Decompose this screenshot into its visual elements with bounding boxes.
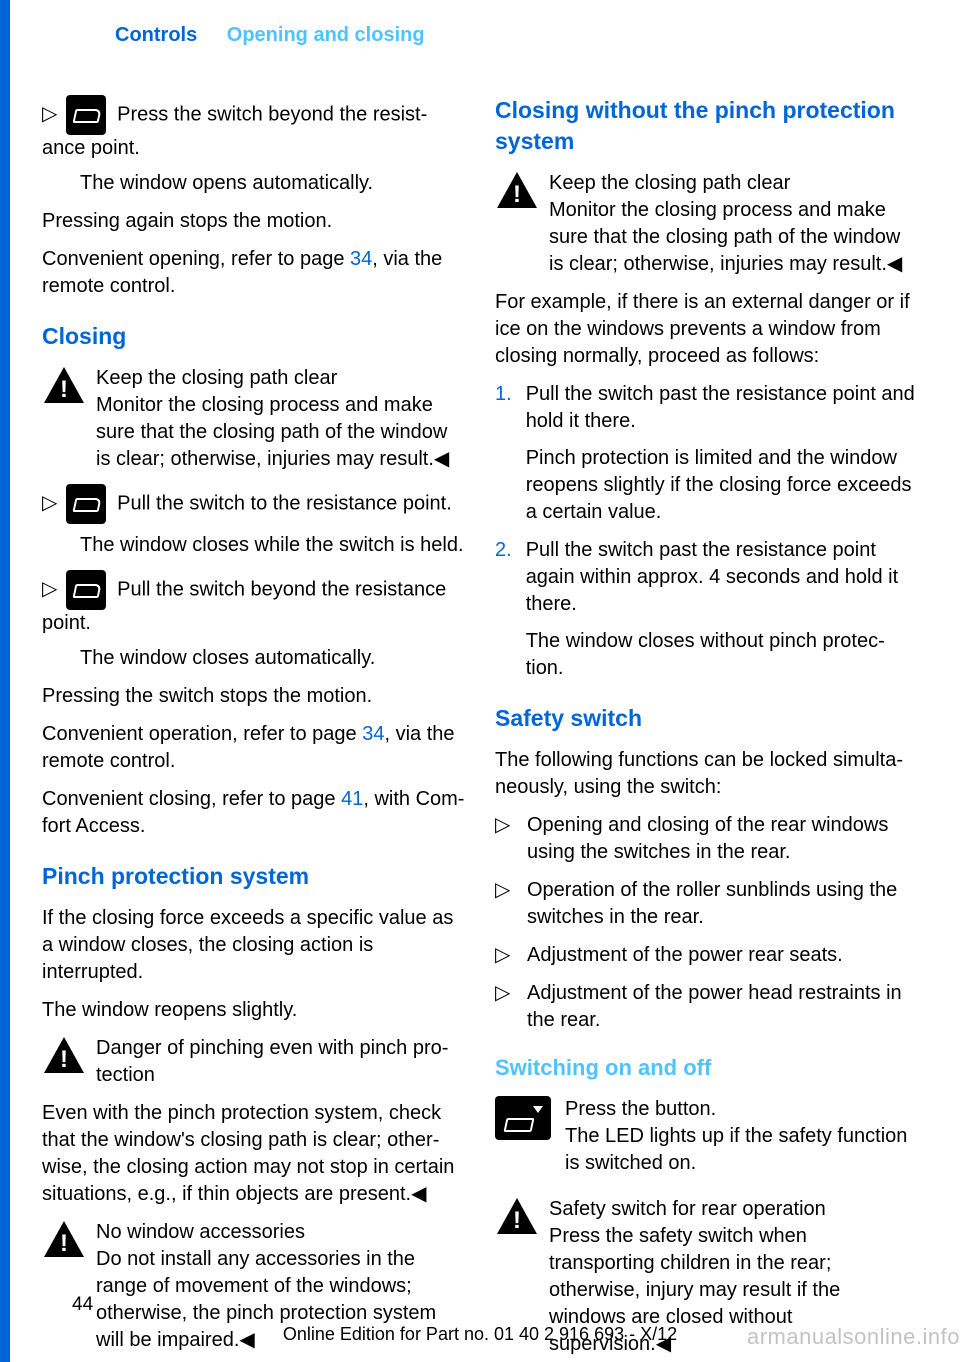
page-link-41[interactable]: 41 <box>341 788 363 810</box>
close-beyond: ▷ Pull the switch beyond the resistance … <box>42 570 465 672</box>
header-section: Controls <box>115 24 197 46</box>
step1-b: Pinch protection is limited and the wind… <box>526 445 918 526</box>
open-block: ▷ Press the switch beyond the resist‐anc… <box>42 95 465 197</box>
step2-b: The window closes without pinch protec‐t… <box>526 628 918 682</box>
right-column: Closing without the pinch protection sys… <box>495 95 918 1358</box>
svg-text:!: ! <box>513 1207 521 1234</box>
svg-text:!: ! <box>60 376 68 403</box>
heading-safety: Safety switch <box>495 703 918 734</box>
window-switch-icon <box>66 484 106 524</box>
safety-intro: The following functions can be locked si… <box>495 747 918 801</box>
left-column: ▷ Press the switch beyond the resist‐anc… <box>42 95 465 1358</box>
step-1: 1. Pull the switch past the resistance p… <box>495 381 918 526</box>
window-switch-icon <box>66 95 106 135</box>
page-link-34[interactable]: 34 <box>350 248 372 270</box>
svg-text:!: ! <box>60 1230 68 1257</box>
press-stops: Pressing again stops the motion. <box>42 208 465 235</box>
sw-led: The LED lights up if the safety function… <box>565 1123 918 1177</box>
bullet-tri: ▷ <box>495 942 509 969</box>
bullet-tri: ▷ <box>42 576 56 603</box>
bullet-1: ▷Opening and closing of the rear windows… <box>495 812 918 866</box>
warning-icon: ! <box>495 1196 539 1236</box>
warn2-body: Even with the pinch protection system, c… <box>42 1100 465 1208</box>
warning-icon: ! <box>42 365 86 405</box>
page-header: Controls Opening and closing <box>115 22 425 49</box>
warn2-title: Danger of pinching even with pinch pro‐t… <box>96 1035 465 1089</box>
bullet-tri: ▷ <box>42 101 56 128</box>
svg-text:!: ! <box>513 181 521 208</box>
cwp-intro: For example, if there is an external dan… <box>495 289 918 370</box>
warning-icon: ! <box>42 1035 86 1075</box>
bullet-tri: ▷ <box>495 877 509 931</box>
conv-open: Convenient opening, refer to page 34, vi… <box>42 246 465 300</box>
pinch-2: The window reopens slightly. <box>42 997 465 1024</box>
window-switch-icon <box>66 570 106 610</box>
r-warn1-body: Monitor the closing process and make sur… <box>549 197 918 278</box>
warn3-title: No window accessories <box>96 1219 465 1246</box>
press-stops-2: Pressing the switch stops the motion. <box>42 683 465 710</box>
warn1-body: Monitor the closing process and make sur… <box>96 392 465 473</box>
warning-closing-path: ! Keep the closing path clear Monitor th… <box>42 365 465 473</box>
step-num: 2. <box>495 537 512 682</box>
step2-a: Pull the switch past the resistance poin… <box>526 537 918 618</box>
heading-cwp: Closing without the pinch protection sys… <box>495 95 918 157</box>
close-held: The window closes while the switch is he… <box>42 532 465 559</box>
heading-closing: Closing <box>42 321 465 352</box>
conv-op: Convenient operation, refer to page 34, … <box>42 721 465 775</box>
step-num: 1. <box>495 381 512 526</box>
page-number: 44 <box>72 1292 93 1318</box>
pinch-1: If the closing force exceeds a specific … <box>42 905 465 986</box>
heading-pinch: Pinch protection system <box>42 861 465 892</box>
r-warn1-title: Keep the closing path clear <box>549 170 918 197</box>
header-subsection: Opening and closing <box>227 24 425 46</box>
page-link-34b[interactable]: 34 <box>362 723 384 745</box>
heading-switching: Switching on and off <box>495 1053 918 1083</box>
bullet-tri: ▷ <box>495 980 509 1034</box>
step1-a: Pull the switch past the resistance poin… <box>526 381 918 435</box>
side-bar <box>0 0 10 1362</box>
warning-pinch: ! Danger of pinching even with pinch pro… <box>42 1035 465 1089</box>
close-resist: ▷ Pull the switch to the resistance poin… <box>42 484 465 559</box>
close-auto: The window closes automatically. <box>42 645 465 672</box>
warn1-title: Keep the closing path clear <box>96 365 465 392</box>
switching-block: Press the button. The LED lights up if t… <box>495 1096 918 1177</box>
bullet-4: ▷Adjustment of the power head restraints… <box>495 980 918 1034</box>
safety-button-icon <box>495 1096 551 1140</box>
content-columns: ▷ Press the switch beyond the resist‐anc… <box>42 95 918 1358</box>
watermark: armanualsonline.info <box>747 1322 960 1352</box>
sw-press: Press the button. <box>565 1096 918 1123</box>
conv-close: Convenient closing, refer to page 41, wi… <box>42 786 465 840</box>
warning-icon: ! <box>42 1219 86 1259</box>
step-2: 2. Pull the switch past the resistance p… <box>495 537 918 682</box>
r-warn2-title: Safety switch for rear operation <box>549 1196 918 1223</box>
bullet-2: ▷Operation of the roller sunblinds using… <box>495 877 918 931</box>
svg-text:!: ! <box>60 1046 68 1073</box>
warning-icon: ! <box>495 170 539 210</box>
bullet-tri: ▷ <box>495 812 509 866</box>
bullet-3: ▷Adjustment of the power rear seats. <box>495 942 918 969</box>
bullet-tri: ▷ <box>42 490 56 517</box>
open-auto: The window opens automatically. <box>42 170 465 197</box>
warning-cwp: ! Keep the closing path clear Monitor th… <box>495 170 918 278</box>
